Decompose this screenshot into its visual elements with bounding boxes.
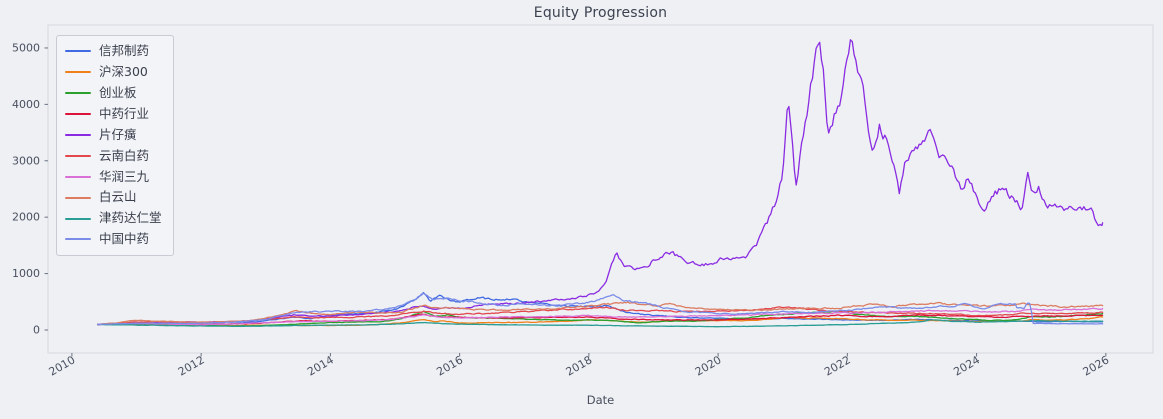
chart-title: Equity Progression [533,5,668,21]
legend-label: 津药达仁堂 [99,210,162,226]
x-tick-label: 2018 [564,353,595,378]
legend-item: 白云山 [65,187,162,208]
plot-area [48,25,1153,353]
legend-item: 中药行业 [65,104,162,125]
legend-label: 白云山 [99,189,137,205]
legend-label: 云南白药 [99,147,150,163]
y-tick-label: 3000 [12,154,40,167]
legend-item: 云南白药 [65,145,162,166]
legend-item: 津药达仁堂 [65,208,162,229]
legend-label: 华润三九 [99,168,150,184]
x-tick-label: 2016 [434,353,465,378]
legend-label: 创业板 [99,84,137,100]
x-tick-label: 2026 [1081,353,1112,378]
legend-line-swatch [65,238,91,241]
x-tick-label: 2022 [822,353,853,378]
x-tick-label: 2010 [47,353,78,378]
legend-label: 片仔癀 [99,126,137,142]
legend-line-swatch [65,71,91,74]
legend-label: 中药行业 [99,105,150,121]
legend-line-swatch [65,134,91,136]
legend: 信邦制药沪深300 创业板中药行业片仔癀云南白药华润三九白云山津药达仁堂中国中药 [56,35,174,256]
y-tick-label: 0 [33,323,40,336]
legend-line-swatch [65,92,91,95]
legend-item: 创业板 [65,83,162,104]
x-axis-label: Date [586,393,615,407]
y-tick-label: 1000 [12,267,40,280]
series-line-8 [97,319,1104,328]
legend-line-swatch [65,154,91,157]
x-tick-label: 2014 [305,353,336,378]
y-tick-label: 4000 [12,98,40,111]
legend-line-swatch [65,113,91,116]
x-tick-label: 2024 [951,353,982,378]
y-tick-label: 2000 [12,211,40,224]
legend-label: 信邦制药 [99,43,150,59]
legend-label: 沪深300 [99,64,148,80]
legend-line-swatch [65,217,91,220]
legend-item: 中国中药 [65,229,162,250]
y-tick-label: 5000 [12,41,40,54]
legend-label: 中国中药 [99,231,150,247]
series-line-6 [97,307,1104,326]
legend-item: 沪深300 [65,62,162,83]
series-line-7 [97,301,1104,326]
legend-item: 信邦制药 [65,41,162,62]
legend-item: 华润三九 [65,166,162,187]
legend-line-swatch [65,175,91,178]
x-tick-label: 2012 [176,353,207,378]
legend-item: 片仔癀 [65,125,162,146]
series-line-9 [97,292,1104,325]
axes-spines [47,24,1154,354]
legend-line-swatch [65,50,91,53]
legend-line-swatch [65,196,91,199]
x-tick-label: 2020 [693,353,724,378]
